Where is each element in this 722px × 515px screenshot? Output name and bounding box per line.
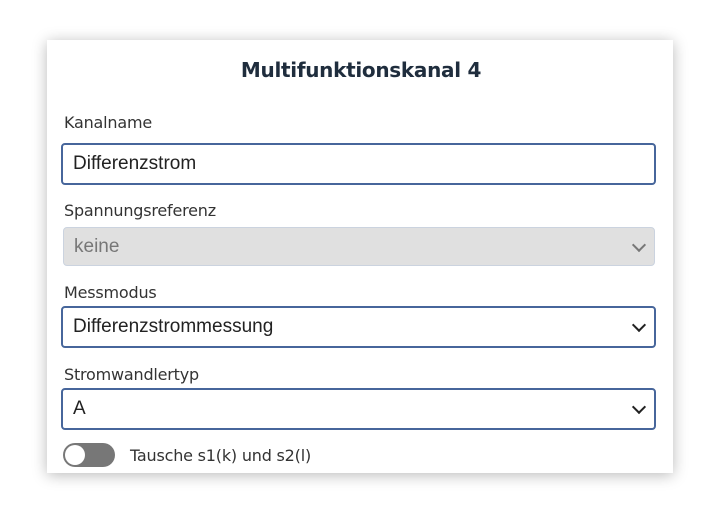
swap-s1-s2-toggle[interactable] — [63, 443, 115, 467]
stromwandlertyp-select[interactable]: A — [61, 388, 656, 430]
page-title: Multifunktionskanal 4 — [240, 58, 482, 82]
kanalname-value: Differenzstrom — [73, 153, 197, 174]
swap-toggle-label: Tausche s1(k) und s2(l) — [130, 446, 311, 465]
spannungsreferenz-select: keine — [63, 227, 655, 266]
messmodus-value: Differenzstrommessung — [73, 316, 274, 337]
stromwandlertyp-label: Stromwandlertyp — [64, 365, 199, 384]
chevron-down-icon — [631, 317, 647, 333]
kanalname-input[interactable]: Differenzstrom — [61, 143, 656, 185]
messmodus-label: Messmodus — [64, 283, 157, 302]
chevron-down-icon — [631, 399, 647, 415]
chevron-down-icon — [631, 237, 647, 252]
messmodus-select[interactable]: Differenzstrommessung — [61, 306, 656, 348]
spannungsreferenz-label: Spannungsreferenz — [64, 201, 216, 220]
kanalname-label: Kanalname — [64, 113, 152, 132]
spannungsreferenz-value: keine — [74, 235, 120, 257]
stromwandlertyp-value: A — [73, 398, 86, 419]
toggle-knob — [65, 445, 85, 465]
